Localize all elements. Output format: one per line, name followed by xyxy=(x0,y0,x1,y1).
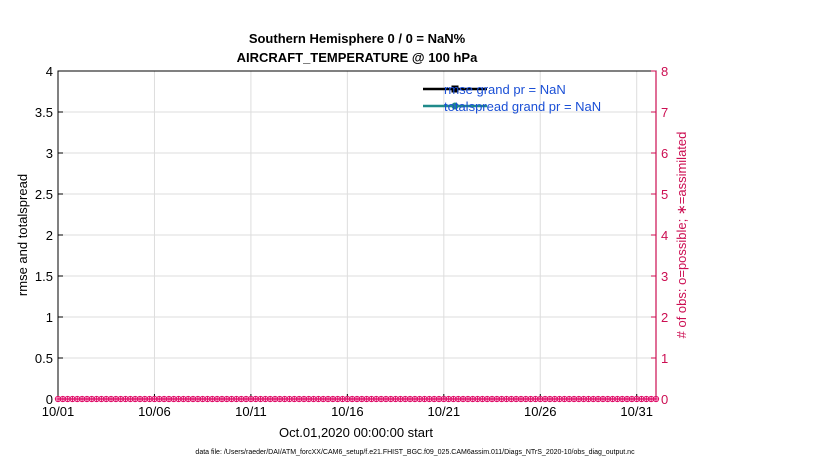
y-tick-label: 3.5 xyxy=(35,105,53,120)
right-axis: 0 1 2 3 4 5 6 7 8 xyxy=(651,64,668,407)
legend-label-rmse: rmse grand pr = NaN xyxy=(444,82,566,97)
y-tick-label: 1.5 xyxy=(35,269,53,284)
y-tick-label: 1 xyxy=(46,310,53,325)
y-right-tick-label: 2 xyxy=(661,310,668,325)
y-axis-right-label: # of obs: o=possible; ∗=assimilated xyxy=(674,132,689,339)
data-file-footer: data file: /Users/raeder/DAI/ATM_forcXX/… xyxy=(195,449,635,456)
x-tick-label: 10/06 xyxy=(138,404,171,419)
y-tick-label: 2.5 xyxy=(35,187,53,202)
y-tick-label: 0.5 xyxy=(35,351,53,366)
left-axis: 0 0.5 1 1.5 2 2.5 3 3.5 4 xyxy=(35,64,63,407)
grid xyxy=(58,71,656,399)
chart-title-line-2: AIRCRAFT_TEMPERATURE @ 100 hPa xyxy=(237,50,478,65)
x-tick-label: 10/11 xyxy=(235,404,267,419)
legend: rmse grand pr = NaN totalspread grand pr… xyxy=(423,82,601,114)
y-tick-label: 3 xyxy=(46,146,53,161)
x-tick-label: 10/16 xyxy=(331,404,364,419)
y-right-tick-label: 6 xyxy=(661,146,668,161)
x-axis: 10/01 10/06 10/11 10/16 10/21 10/26 10/31 xyxy=(42,394,653,419)
y-axis-label: rmse and totalspread xyxy=(15,174,30,296)
y-right-tick-label: 7 xyxy=(661,105,668,120)
y-tick-label: 0 xyxy=(46,392,53,407)
legend-marker-totalspread xyxy=(451,102,459,110)
x-tick-label: 10/26 xyxy=(524,404,557,419)
obs-markers xyxy=(54,395,660,403)
chart-title-line-1: Southern Hemisphere 0 / 0 = NaN% xyxy=(249,31,466,46)
y-right-tick-label: 8 xyxy=(661,64,668,79)
x-tick-label: 10/21 xyxy=(428,404,461,419)
y-right-tick-label: 4 xyxy=(661,228,668,243)
y-right-tick-label: 3 xyxy=(661,269,668,284)
x-tick-label: 10/31 xyxy=(620,404,653,419)
legend-label-totalspread: totalspread grand pr = NaN xyxy=(444,99,601,114)
y-right-tick-label: 5 xyxy=(661,187,668,202)
x-axis-label: Oct.01,2020 00:00:00 start xyxy=(279,425,433,440)
x-tick-label: 10/01 xyxy=(42,404,75,419)
y-right-tick-label: 0 xyxy=(661,392,668,407)
y-tick-label: 2 xyxy=(46,228,53,243)
y-tick-label: 4 xyxy=(46,64,53,79)
legend-marker-rmse xyxy=(451,85,459,93)
y-right-tick-label: 1 xyxy=(661,351,668,366)
